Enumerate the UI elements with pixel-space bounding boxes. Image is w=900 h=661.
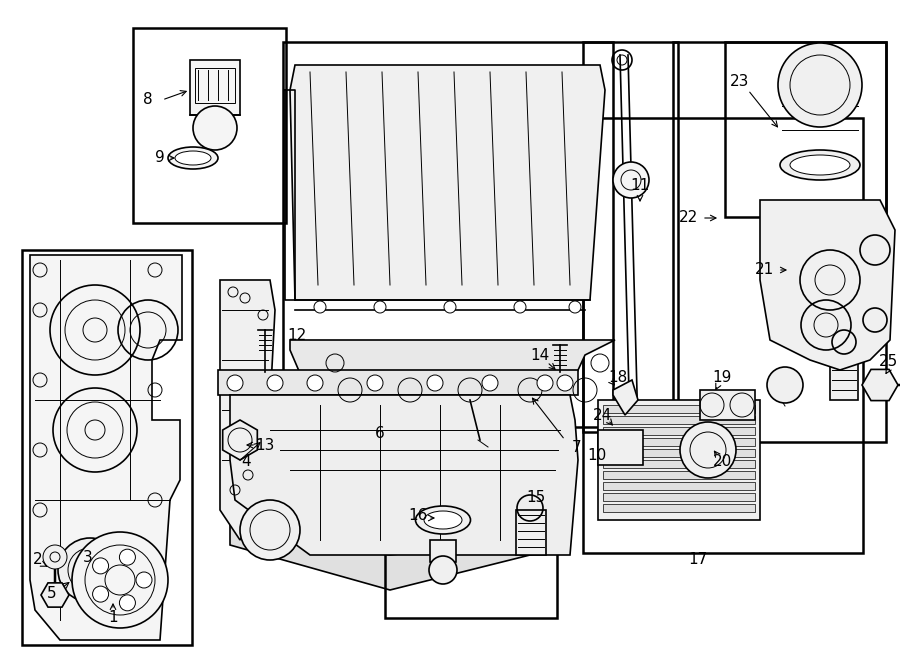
Circle shape — [193, 106, 237, 150]
Circle shape — [58, 538, 122, 602]
Text: 25: 25 — [878, 354, 897, 369]
Text: 10: 10 — [588, 447, 607, 463]
Text: 12: 12 — [287, 327, 307, 342]
Circle shape — [514, 301, 526, 313]
Polygon shape — [30, 255, 182, 640]
Polygon shape — [222, 420, 257, 460]
Polygon shape — [862, 369, 898, 401]
Bar — [790, 215, 862, 325]
Text: 3: 3 — [83, 551, 93, 566]
Bar — [385, 488, 557, 618]
Text: 24: 24 — [592, 407, 612, 422]
Text: 7: 7 — [572, 440, 581, 455]
Circle shape — [240, 500, 300, 560]
Ellipse shape — [168, 147, 218, 169]
Bar — [22, 250, 192, 645]
Text: 17: 17 — [688, 553, 707, 568]
Text: 16: 16 — [409, 508, 428, 524]
Circle shape — [680, 422, 736, 478]
Bar — [603, 416, 755, 424]
Bar — [430, 540, 456, 562]
Circle shape — [778, 43, 862, 127]
Bar — [603, 482, 755, 490]
Text: 9: 9 — [155, 151, 165, 165]
Text: 21: 21 — [755, 262, 775, 278]
Circle shape — [444, 301, 456, 313]
Bar — [725, 42, 886, 217]
Text: 6: 6 — [375, 426, 385, 440]
Text: 8: 8 — [143, 93, 153, 108]
Bar — [603, 427, 755, 435]
Circle shape — [43, 545, 67, 569]
Polygon shape — [230, 395, 578, 555]
Circle shape — [613, 162, 649, 198]
Circle shape — [93, 558, 109, 574]
Polygon shape — [760, 200, 895, 370]
Bar — [218, 370, 578, 395]
Circle shape — [136, 572, 152, 588]
Text: 13: 13 — [256, 438, 274, 453]
Circle shape — [72, 532, 168, 628]
Circle shape — [569, 301, 581, 313]
Text: 15: 15 — [526, 490, 545, 506]
Bar — [603, 460, 755, 468]
Polygon shape — [220, 280, 275, 540]
Bar — [598, 430, 643, 465]
Text: 22: 22 — [679, 210, 698, 225]
Text: 20: 20 — [713, 455, 732, 469]
Bar — [673, 42, 886, 442]
Text: 1: 1 — [108, 611, 118, 625]
Text: 4: 4 — [241, 455, 251, 469]
Circle shape — [427, 375, 443, 391]
Polygon shape — [613, 380, 638, 415]
Polygon shape — [230, 460, 575, 590]
Text: 5: 5 — [47, 586, 57, 600]
Bar — [598, 400, 760, 520]
Text: 18: 18 — [608, 371, 627, 385]
Bar — [603, 438, 755, 446]
Text: 11: 11 — [630, 178, 650, 194]
Circle shape — [429, 556, 457, 584]
Circle shape — [227, 375, 243, 391]
Circle shape — [557, 375, 573, 391]
Circle shape — [120, 595, 135, 611]
Ellipse shape — [790, 155, 850, 175]
Circle shape — [482, 375, 498, 391]
Bar — [603, 405, 755, 413]
Circle shape — [93, 586, 109, 602]
Circle shape — [267, 375, 283, 391]
Bar — [700, 390, 755, 420]
Bar — [603, 471, 755, 479]
Text: 23: 23 — [730, 75, 750, 89]
Text: 14: 14 — [530, 348, 550, 362]
Polygon shape — [290, 340, 615, 420]
Circle shape — [367, 375, 383, 391]
Polygon shape — [41, 583, 69, 607]
Ellipse shape — [175, 151, 211, 165]
Bar — [190, 60, 240, 115]
Circle shape — [374, 301, 386, 313]
Circle shape — [537, 375, 553, 391]
Bar — [583, 118, 863, 553]
Bar — [283, 42, 613, 427]
Ellipse shape — [424, 511, 462, 529]
Text: 2: 2 — [33, 553, 43, 568]
Bar — [133, 28, 286, 223]
Bar — [603, 493, 755, 501]
Bar — [603, 449, 755, 457]
Bar — [516, 510, 546, 555]
Circle shape — [120, 549, 135, 565]
Bar — [830, 345, 858, 400]
Bar — [603, 504, 755, 512]
Circle shape — [307, 375, 323, 391]
Circle shape — [767, 367, 803, 403]
Ellipse shape — [780, 150, 860, 180]
Text: 19: 19 — [712, 371, 732, 385]
Ellipse shape — [416, 506, 471, 534]
Bar — [583, 42, 678, 432]
Bar — [195, 68, 235, 103]
Polygon shape — [290, 65, 605, 300]
Circle shape — [314, 301, 326, 313]
